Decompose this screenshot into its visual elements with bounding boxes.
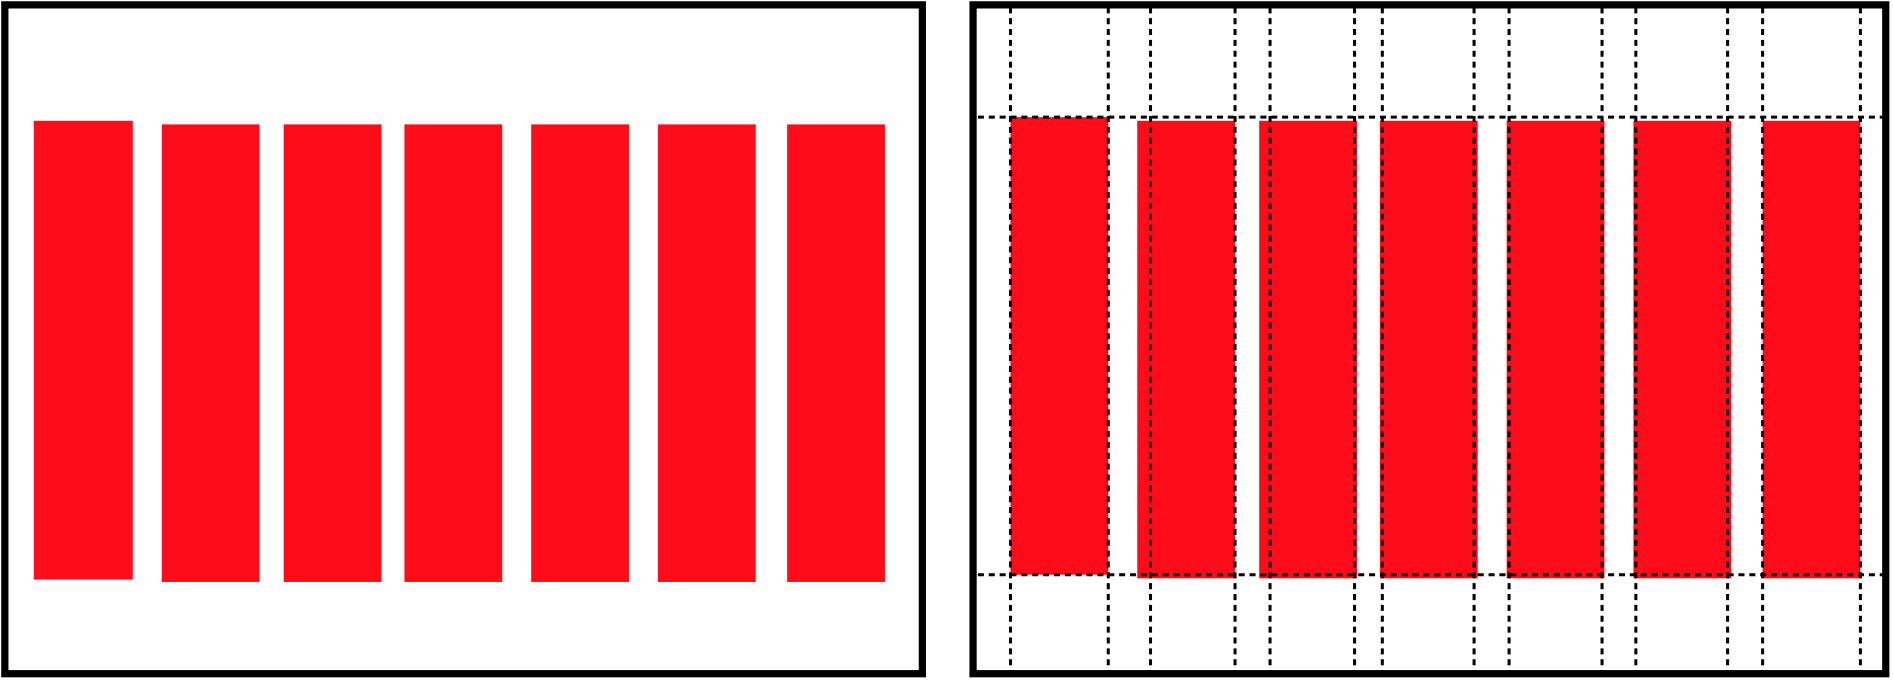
bar <box>1506 120 1605 579</box>
bar <box>1259 120 1357 579</box>
bar <box>161 124 260 582</box>
bar <box>1633 120 1732 579</box>
right-panel <box>969 1 1890 678</box>
bar <box>1137 120 1236 579</box>
bar <box>33 120 133 580</box>
bar <box>1762 120 1861 579</box>
panel-frame <box>1 1 926 678</box>
panel-frame <box>969 1 1890 678</box>
bar <box>283 124 382 582</box>
bar <box>1379 120 1478 579</box>
bar <box>531 124 629 582</box>
bar <box>1010 117 1109 575</box>
left-panel <box>1 1 926 678</box>
bar <box>657 124 756 582</box>
bar <box>787 124 885 582</box>
bar <box>404 124 503 582</box>
